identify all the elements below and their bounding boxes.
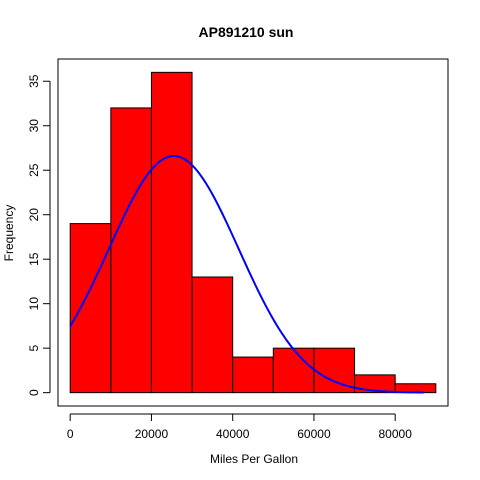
histogram-bar bbox=[150, 71, 193, 394]
y-axis: 0 5 10 15 20 25 30 35 bbox=[27, 74, 51, 396]
histogram-bar bbox=[110, 107, 152, 394]
y-tick-label: 20 bbox=[27, 208, 41, 222]
x-tick-label: 80000 bbox=[379, 427, 413, 441]
x-axis: 0 20000 40000 60000 80000 bbox=[67, 413, 413, 441]
histogram-bar bbox=[232, 356, 274, 394]
y-axis-label: Frequency bbox=[2, 205, 16, 262]
y-tick-label: 30 bbox=[27, 119, 41, 133]
histogram-bar bbox=[272, 347, 315, 394]
normal-curve-line bbox=[69, 154, 424, 394]
x-tick-label: 20000 bbox=[135, 427, 169, 441]
y-tick-label: 10 bbox=[27, 297, 41, 311]
histogram-bars bbox=[69, 71, 437, 394]
histogram-bar bbox=[69, 223, 112, 394]
x-axis-label: Miles Per Gallon bbox=[210, 452, 298, 466]
y-tick-label: 25 bbox=[27, 163, 41, 177]
chart-title: AP891210 sun bbox=[199, 24, 294, 40]
y-tick-label: 35 bbox=[27, 74, 41, 88]
x-tick-label: 60000 bbox=[297, 427, 331, 441]
plot-border bbox=[57, 58, 449, 407]
normal-curve-layer bbox=[69, 154, 424, 394]
histogram-bar bbox=[191, 276, 234, 394]
y-tick-label: 15 bbox=[27, 252, 41, 266]
y-tick-label: 0 bbox=[27, 389, 41, 396]
x-tick-label: 40000 bbox=[216, 427, 250, 441]
y-tick-label: 5 bbox=[27, 345, 41, 352]
x-tick-label: 0 bbox=[67, 427, 74, 441]
